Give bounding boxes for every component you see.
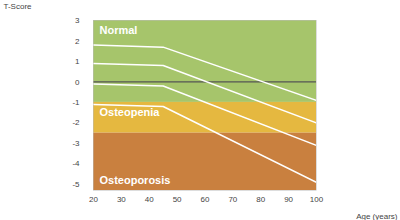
svg-text:30: 30	[117, 195, 126, 204]
svg-text:Osteopenia: Osteopenia	[100, 106, 161, 118]
svg-text:-4: -4	[72, 159, 80, 168]
svg-text:60: 60	[201, 195, 210, 204]
svg-text:0: 0	[75, 78, 80, 87]
svg-text:3: 3	[75, 16, 80, 25]
svg-text:Age (years): Age (years)	[356, 212, 398, 220]
svg-text:-3: -3	[72, 139, 80, 148]
svg-text:50: 50	[173, 195, 182, 204]
svg-text:2: 2	[75, 37, 80, 46]
svg-text:80: 80	[256, 195, 265, 204]
svg-text:Osteoporosis: Osteoporosis	[100, 174, 171, 186]
svg-text:-1: -1	[72, 98, 80, 107]
svg-text:1: 1	[75, 57, 80, 66]
svg-text:Normal: Normal	[100, 24, 138, 36]
svg-text:100: 100	[310, 195, 324, 204]
svg-text:40: 40	[145, 195, 154, 204]
svg-text:-5: -5	[72, 180, 80, 189]
svg-text:T-Score: T-Score	[4, 2, 33, 11]
svg-text:70: 70	[228, 195, 237, 204]
svg-text:90: 90	[284, 195, 293, 204]
svg-text:20: 20	[89, 195, 98, 204]
svg-text:-2: -2	[72, 118, 80, 127]
